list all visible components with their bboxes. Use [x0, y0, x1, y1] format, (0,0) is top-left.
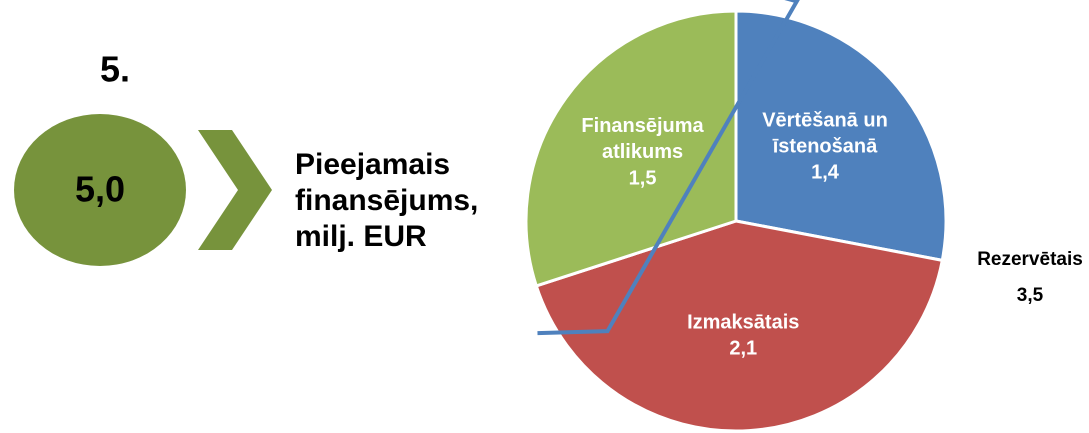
slice-label-line: īstenošanā [772, 136, 878, 158]
bracket-label: Rezervētais [977, 249, 1083, 270]
heading-line: milj. EUR [295, 220, 427, 253]
slice-value: 1,5 [629, 167, 657, 189]
slice-label-line: Vērtēšanā un [762, 110, 888, 132]
slice-label-line: atlikums [602, 141, 683, 163]
pie-slice [734, 9, 948, 263]
total-label: 5,0 [75, 169, 125, 210]
slice-value: 1,4 [811, 162, 840, 184]
chevron [198, 130, 272, 250]
slice-label: Finansējuma atlikums [581, 115, 704, 163]
bracket-value: 3,5 [1017, 285, 1044, 306]
slice-label-line: Izmaksātais [687, 312, 799, 334]
pie-slice [534, 219, 945, 433]
total-circle [14, 114, 186, 266]
slice-label-line: Finansējuma [581, 115, 704, 137]
bracket [537, 0, 800, 336]
slice-value: 2,1 [729, 338, 757, 360]
heading-line: Pieejamais [295, 148, 450, 181]
heading-line: finansējums, [295, 184, 478, 217]
pie-slice [524, 9, 738, 288]
slice-label: Vērtēšanā un īstenošanā [762, 110, 888, 158]
step-number: 5. [100, 49, 130, 90]
slice-label: Izmaksātais [687, 312, 799, 334]
